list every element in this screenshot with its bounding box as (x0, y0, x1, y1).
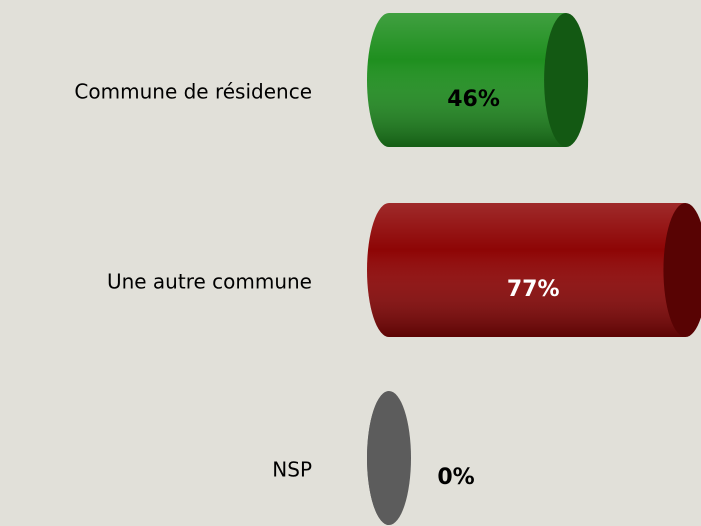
bar-shade (367, 13, 567, 147)
bar-shade (367, 203, 686, 337)
category-label: Une autre commune (107, 270, 312, 294)
value-label: 0% (437, 465, 474, 490)
value-label: 46% (447, 87, 500, 112)
value-label: 77% (507, 277, 560, 302)
bar-cap (663, 203, 701, 337)
bar-cap (544, 13, 589, 147)
bar-cap (367, 391, 411, 525)
category-label: NSP (272, 458, 312, 482)
category-label: Commune de résidence (74, 80, 312, 104)
